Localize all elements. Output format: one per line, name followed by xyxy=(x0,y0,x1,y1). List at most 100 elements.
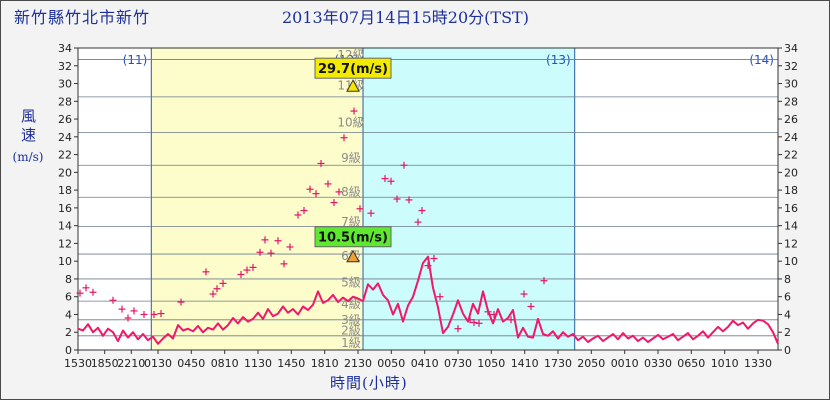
gust-point xyxy=(267,249,275,257)
gust-point xyxy=(324,180,332,188)
y-tick-label-left: 20 xyxy=(58,166,72,179)
gust-point xyxy=(330,199,338,207)
gust-point xyxy=(387,177,395,185)
beaufort-level-label: 3級 xyxy=(341,313,361,327)
gust-point xyxy=(213,285,221,293)
y-tick-label-right: 14 xyxy=(784,220,798,233)
gust-point xyxy=(418,207,426,215)
x-tick-label: 1050 xyxy=(477,357,505,370)
gust-point xyxy=(150,310,158,318)
y-tick-label-right: 34 xyxy=(784,42,798,55)
gust-point xyxy=(237,271,245,278)
gust-point xyxy=(381,175,389,183)
x-tick-label: 2050 xyxy=(577,357,605,370)
y-tick-label-right: 4 xyxy=(784,308,791,321)
y-tick-label-left: 16 xyxy=(58,202,72,215)
y-tick-label-right: 28 xyxy=(784,95,798,108)
max_mean-marker xyxy=(346,249,360,263)
y-axis-name: 風速 xyxy=(19,108,37,146)
gust-point xyxy=(109,296,117,304)
max_gust-marker xyxy=(346,79,360,92)
x-tick-label: 2130 xyxy=(344,357,372,370)
y-tick-label-right: 6 xyxy=(784,291,791,304)
y-tick-label-right: 10 xyxy=(784,255,798,268)
gust-point xyxy=(209,290,217,298)
beaufort-level-label: 1級 xyxy=(341,336,361,350)
gust-point xyxy=(393,195,401,203)
y-tick-label-right: 26 xyxy=(784,113,798,126)
y-tick-label-left: 8 xyxy=(65,273,72,286)
day-label: (14) xyxy=(749,53,774,67)
y-tick-label-right: 12 xyxy=(784,237,798,250)
day-region-0 xyxy=(78,48,152,350)
x-tick-label: 0130 xyxy=(144,357,172,370)
gust-point xyxy=(340,134,348,142)
x-tick-label: 1130 xyxy=(244,357,272,370)
gust-point xyxy=(405,196,413,204)
mean-wind-line xyxy=(77,255,779,345)
gust-point xyxy=(89,288,97,296)
x-tick-label: 0730 xyxy=(444,357,472,370)
y-tick-label-right: 0 xyxy=(784,344,791,357)
day-label: (11) xyxy=(123,53,148,67)
y-tick-label-right: 8 xyxy=(784,273,791,286)
x-tick-label: 0050 xyxy=(377,357,405,370)
y-tick-label-left: 24 xyxy=(58,131,72,144)
day-label: (13) xyxy=(546,53,571,67)
y-tick-label-right: 20 xyxy=(784,166,798,179)
gust-point xyxy=(261,236,269,244)
gust-point xyxy=(274,237,282,245)
gust-point xyxy=(507,316,515,324)
day-region-1 xyxy=(151,48,363,350)
x-tick-label: 0650 xyxy=(677,357,705,370)
gust-point xyxy=(140,310,148,318)
y-axis-unit: (m/s) xyxy=(12,150,44,164)
max_mean-label-box xyxy=(314,226,392,248)
x-tick-label: 2210 xyxy=(117,357,145,370)
gust-point xyxy=(356,205,364,213)
beaufort-level-label: 5級 xyxy=(341,275,361,289)
x-tick-label: 0010 xyxy=(611,357,639,370)
y-tick-label-right: 22 xyxy=(784,149,798,162)
gust-point xyxy=(470,318,478,326)
gust-point xyxy=(219,279,227,287)
gust-point xyxy=(520,290,528,298)
y-tick-label-left: 0 xyxy=(65,344,72,357)
beaufort-level-label: 7級 xyxy=(341,215,361,229)
beaufort-level-label: 8級 xyxy=(341,185,361,199)
gust-point xyxy=(350,107,358,115)
gust-point xyxy=(243,266,251,274)
gust-point xyxy=(118,305,126,313)
gust-point xyxy=(367,209,375,217)
y-tick-label-left: 10 xyxy=(58,255,72,268)
beaufort-level-label: 10級 xyxy=(337,116,364,130)
y-tick-label-left: 14 xyxy=(58,220,72,233)
y-tick-label-right: 16 xyxy=(784,202,798,215)
gust-point xyxy=(157,310,165,318)
x-tick-label: 0810 xyxy=(211,357,239,370)
gust-point xyxy=(280,260,288,268)
gust-point xyxy=(294,211,302,219)
y-axis-title: 風速 (m/s) xyxy=(8,108,48,168)
y-tick-label-right: 18 xyxy=(784,184,798,197)
y-tick-label-left: 28 xyxy=(58,95,72,108)
gust-point xyxy=(335,188,343,196)
x-tick-label: 1410 xyxy=(511,357,539,370)
x-tick-label: 0450 xyxy=(177,357,205,370)
gust-point xyxy=(177,298,185,306)
gust-point xyxy=(317,159,325,167)
gust-point xyxy=(82,284,90,292)
gust-point xyxy=(256,248,264,256)
beaufort-level-label: 9級 xyxy=(341,151,361,165)
x-axis-title: 時間(小時) xyxy=(330,374,408,392)
gust-point xyxy=(312,190,320,198)
gust-point xyxy=(124,314,132,322)
gust-point xyxy=(527,302,535,310)
max_mean-label: 10.5(m/s) xyxy=(318,231,388,246)
gust-point xyxy=(414,218,422,226)
x-tick-label: 1850 xyxy=(91,357,119,370)
x-tick-label: 1730 xyxy=(544,357,572,370)
gust-point xyxy=(202,268,210,276)
gust-point xyxy=(286,243,294,251)
x-tick-label: 1530 xyxy=(64,357,92,370)
